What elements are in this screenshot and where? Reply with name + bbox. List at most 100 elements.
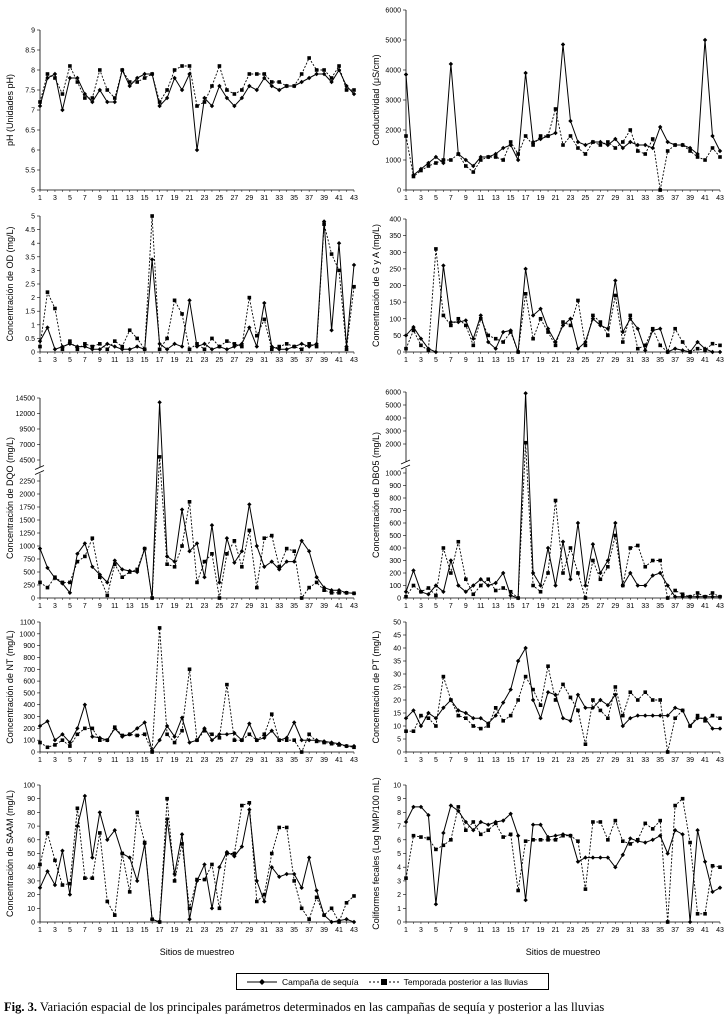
data-point-sequia — [575, 859, 581, 864]
x-tick-label: 11 — [111, 757, 118, 764]
data-point-sequia — [500, 329, 506, 335]
y-tick-label: 700 — [23, 667, 35, 674]
data-point-lluvias — [635, 149, 640, 153]
series-line-lluvias — [39, 627, 355, 753]
data-point-sequia — [500, 570, 506, 576]
y-axis-label: Concentración de DBO5 (mg/L) — [371, 432, 381, 558]
x-tick-label: 19 — [171, 603, 179, 610]
data-point-lluvias — [508, 589, 513, 594]
data-point-sequia — [508, 811, 513, 816]
x-tick-label: 1 — [38, 357, 42, 364]
y-tick-label: 600 — [389, 521, 401, 528]
y-tick-label: 4.5 — [25, 227, 35, 234]
data-point-lluvias — [441, 158, 446, 162]
data-point-sequia — [695, 339, 700, 345]
data-point-lluvias — [255, 333, 259, 338]
data-point-lluvias — [606, 333, 610, 338]
data-point-sequia — [598, 570, 603, 576]
x-tick-label: 21 — [552, 757, 560, 764]
data-point-sequia — [247, 325, 252, 330]
data-point-sequia — [515, 157, 521, 163]
y-tick-label: 70 — [27, 824, 35, 831]
data-point-lluvias — [486, 155, 491, 159]
data-point-lluvias — [277, 738, 282, 742]
data-point-lluvias — [232, 539, 237, 543]
x-tick-label: 23 — [567, 603, 575, 610]
x-tick-label: 7 — [449, 357, 453, 364]
data-point-sequia — [112, 558, 117, 563]
data-point-sequia — [232, 560, 237, 565]
x-tick-label: 39 — [686, 357, 694, 364]
y-tick-label: 4500 — [19, 458, 35, 465]
data-point-sequia — [605, 703, 611, 708]
data-point-lluvias — [284, 342, 289, 346]
data-point-lluvias — [83, 342, 87, 346]
x-tick-label: 29 — [611, 927, 619, 934]
x-tick-label: 33 — [275, 195, 283, 202]
data-point-lluvias — [217, 736, 222, 740]
legend-solid-diamond-icon — [247, 978, 277, 985]
data-point-sequia — [97, 87, 103, 93]
data-point-lluvias — [232, 738, 237, 742]
data-point-lluvias — [576, 298, 580, 303]
x-tick-label: 27 — [596, 195, 604, 202]
data-point-sequia — [590, 705, 596, 710]
data-point-sequia — [90, 855, 95, 860]
x-tick-label: 25 — [216, 195, 224, 202]
x-tick-label: 1 — [38, 927, 42, 934]
data-point-lluvias — [673, 143, 677, 147]
data-point-lluvias — [322, 68, 326, 72]
x-tick-label: 13 — [492, 357, 500, 364]
axis-break-mark — [400, 459, 411, 465]
data-point-lluvias — [688, 350, 692, 354]
data-point-lluvias — [501, 835, 505, 839]
data-point-lluvias — [464, 577, 468, 582]
data-point-sequia — [321, 585, 327, 590]
x-tick-label: 37 — [671, 757, 679, 764]
x-tick-label: 29 — [245, 927, 253, 934]
axis-break-mark — [34, 465, 45, 470]
data-point-lluvias — [643, 690, 648, 694]
data-point-lluvias — [658, 558, 662, 563]
y-tick-label: 500 — [389, 533, 401, 540]
data-point-lluvias — [688, 724, 692, 728]
data-point-lluvias — [277, 344, 282, 349]
data-point-lluvias — [344, 347, 349, 352]
data-point-sequia — [105, 837, 110, 842]
data-point-lluvias — [232, 92, 237, 96]
data-point-lluvias — [322, 740, 326, 745]
data-point-lluvias — [546, 571, 550, 575]
data-point-lluvias — [591, 820, 595, 824]
data-point-sequia — [232, 103, 237, 109]
data-point-lluvias — [508, 713, 513, 718]
x-tick-label: 27 — [230, 927, 238, 934]
data-point-sequia — [306, 75, 312, 81]
data-point-lluvias — [337, 591, 341, 595]
y-tick-label: 600 — [23, 679, 35, 686]
y-tick-label: 0.5 — [25, 336, 35, 343]
data-point-lluvias — [135, 567, 139, 572]
data-point-lluvias — [38, 580, 42, 585]
x-tick-label: 7 — [83, 757, 87, 764]
data-point-lluvias — [680, 796, 685, 801]
data-point-lluvias — [598, 577, 603, 582]
x-tick-label: 25 — [582, 757, 590, 764]
data-point-sequia — [247, 502, 252, 507]
data-point-sequia — [583, 705, 588, 710]
data-point-lluvias — [217, 344, 222, 349]
data-point-sequia — [486, 822, 491, 827]
y-axis-label: Concentración de SAAM (mg/L) — [5, 790, 15, 917]
data-point-lluvias — [441, 546, 446, 550]
y-tick-label: 3000 — [385, 98, 401, 105]
data-point-lluvias — [456, 539, 461, 544]
data-point-lluvias — [60, 883, 65, 887]
data-point-lluvias — [90, 876, 95, 880]
y-tick-label: 150 — [389, 300, 401, 307]
data-point-sequia — [463, 157, 469, 163]
data-point-lluvias — [658, 343, 662, 348]
data-point-lluvias — [538, 838, 543, 842]
y-tick-label: 9 — [397, 796, 401, 803]
data-point-lluvias — [591, 698, 595, 702]
data-point-lluvias — [606, 716, 610, 720]
x-tick-label: 15 — [507, 603, 515, 610]
